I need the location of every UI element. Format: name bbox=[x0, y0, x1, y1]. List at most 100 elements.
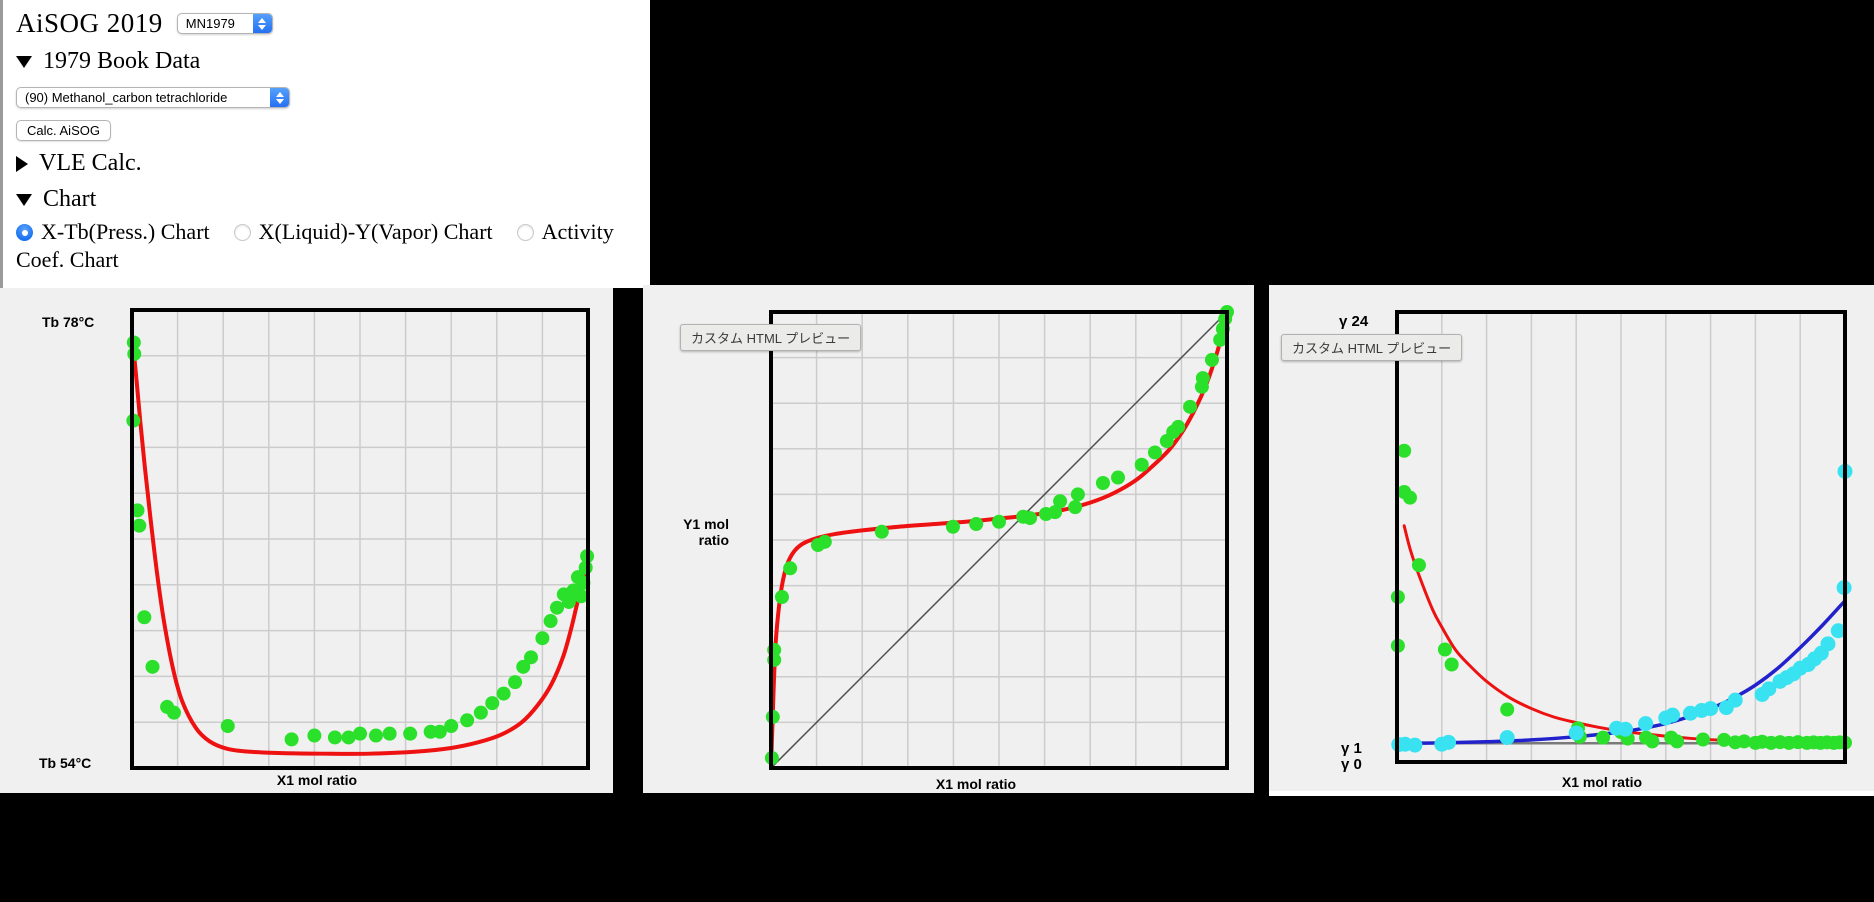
plot-border bbox=[769, 310, 1229, 770]
model-select[interactable]: MN1979 bbox=[176, 13, 273, 34]
title-row: AiSOG 2019 MN1979 bbox=[16, 8, 650, 39]
book-tb-data-point bbox=[535, 631, 550, 646]
book-xy-data-point bbox=[1134, 457, 1149, 472]
app-title: AiSOG 2019 bbox=[16, 8, 163, 38]
book-xy-data-point bbox=[945, 519, 960, 534]
xy-chart bbox=[764, 305, 1234, 770]
calc-button-row: Calc. AiSOG bbox=[16, 120, 650, 141]
section-book-data-label: 1979 Book Data bbox=[43, 48, 201, 74]
model-select-value: MN1979 bbox=[185, 16, 235, 31]
book-tb-data-point bbox=[341, 730, 356, 745]
gamma-zero-label: γ 0 bbox=[1341, 756, 1362, 773]
webview-tooltip: カスタム HTML プレビュー bbox=[680, 324, 862, 351]
plot-border bbox=[130, 308, 590, 770]
gamma2-data-point bbox=[1682, 705, 1698, 721]
x-axis-label: X1 mol ratio bbox=[1561, 774, 1643, 790]
plot-border bbox=[1395, 310, 1847, 764]
radio-activity-chart[interactable]: Activity Coef. Chart bbox=[16, 219, 614, 272]
y-max-label: Tb 78°C bbox=[42, 314, 95, 330]
book-xy-data-point bbox=[1195, 371, 1210, 386]
gamma2-data-point bbox=[1761, 681, 1777, 697]
gamma2-data-point bbox=[1441, 734, 1457, 750]
book-xy-data-point bbox=[1023, 511, 1038, 526]
section-vle-calc[interactable]: VLE Calc. bbox=[16, 150, 650, 177]
disclosure-expanded-icon[interactable] bbox=[16, 193, 32, 206]
activity-chart-panel: カスタム HTML プレビュー γ 24 γ 1 γ 0 X1 mol rati… bbox=[1269, 285, 1874, 796]
gamma-max-label: γ 24 bbox=[1339, 313, 1369, 330]
book-tb-data-point bbox=[549, 600, 564, 615]
gamma2-data-point bbox=[1568, 725, 1584, 741]
disclosure-expanded-icon[interactable] bbox=[16, 55, 32, 68]
gamma1-data-point bbox=[1717, 732, 1732, 747]
book-xy-data-point bbox=[1147, 445, 1162, 460]
section-book-data[interactable]: 1979 Book Data bbox=[16, 48, 650, 75]
book-tb-data-point bbox=[327, 730, 342, 745]
radio-xy-chart[interactable]: X(Liquid)-Y(Vapor) Chart bbox=[233, 219, 493, 244]
book-tb-data-point bbox=[220, 719, 235, 734]
system-select[interactable]: (90) Methanol_carbon tetrachloride bbox=[16, 87, 290, 108]
x-axis-label: X1 mol ratio bbox=[935, 776, 1017, 792]
activity-chart bbox=[1390, 310, 1853, 764]
panel-bottom-strip bbox=[1269, 791, 1874, 796]
book-tb-data-point bbox=[508, 675, 523, 690]
aisog-tb-curve bbox=[130, 334, 590, 756]
calc-aisog-button[interactable]: Calc. AiSOG bbox=[16, 120, 111, 141]
book-tb-data-point bbox=[473, 705, 488, 720]
book-tb-data-point bbox=[524, 650, 538, 665]
book-xy-data-point bbox=[874, 524, 889, 539]
gamma2-data-point bbox=[1820, 636, 1836, 652]
control-panel: AiSOG 2019 MN1979 1979 Book Data (90) Me… bbox=[0, 0, 650, 288]
gamma2-data-point bbox=[1830, 623, 1846, 639]
webview-tooltip: カスタム HTML プレビュー bbox=[1281, 334, 1463, 361]
gamma2-data-point bbox=[1703, 701, 1719, 717]
book-xy-data-point bbox=[783, 561, 798, 576]
disclosure-collapsed-icon[interactable] bbox=[16, 155, 28, 172]
book-tb-data-point bbox=[460, 713, 475, 728]
gamma2-data-point bbox=[1407, 737, 1423, 753]
book-tb-data-point bbox=[137, 610, 152, 625]
book-xy-data-point bbox=[1171, 419, 1186, 434]
radio-unselected-icon[interactable] bbox=[233, 224, 251, 241]
gamma1-data-point bbox=[1444, 657, 1459, 672]
book-xy-data-point bbox=[969, 517, 984, 532]
xy-chart-panel: カスタム HTML プレビュー Y1 mol ratio X1 mol rati… bbox=[643, 285, 1254, 793]
chart-type-radio-group: X-Tb(Press.) Chart X(Liquid)-Y(Vapor) Cha… bbox=[16, 218, 648, 274]
radio-selected-icon[interactable] bbox=[16, 224, 33, 241]
x-axis-label: X1 mol ratio bbox=[276, 772, 358, 788]
book-xy-data-point bbox=[1183, 399, 1198, 414]
book-xy-data-point bbox=[1070, 487, 1085, 502]
book-xy-data-point bbox=[817, 534, 832, 549]
book-tb-data-point bbox=[132, 518, 147, 533]
gamma1-data-point bbox=[1695, 732, 1710, 747]
gamma1-data-point bbox=[1645, 734, 1660, 749]
gamma1-data-point bbox=[1596, 730, 1611, 745]
gamma2-data-point bbox=[1499, 730, 1515, 746]
section-chart[interactable]: Chart bbox=[16, 186, 650, 213]
gamma1-data-point bbox=[1402, 490, 1417, 505]
book-tb-data-point bbox=[444, 719, 459, 734]
book-tb-data-point bbox=[382, 726, 397, 741]
book-tb-data-point bbox=[127, 346, 142, 361]
book-tb-data-point bbox=[166, 705, 181, 720]
book-xy-data-point bbox=[992, 514, 1006, 529]
system-select-row: (90) Methanol_carbon tetrachloride bbox=[16, 87, 650, 108]
radio-x-tb-label: X-Tb(Press.) Chart bbox=[41, 219, 210, 244]
book-tb-data-point bbox=[516, 659, 531, 674]
radio-unselected-icon[interactable] bbox=[516, 224, 534, 241]
gamma1-data-point bbox=[1397, 443, 1412, 458]
gamma2-data-point bbox=[1727, 692, 1743, 708]
book-xy-data-point bbox=[774, 590, 789, 604]
book-tb-data-point bbox=[284, 732, 299, 747]
book-xy-data-point bbox=[1048, 505, 1063, 520]
radio-x-tb-chart[interactable]: X-Tb(Press.) Chart bbox=[16, 219, 210, 244]
book-xy-data-point bbox=[1213, 332, 1228, 347]
system-select-value: (90) Methanol_carbon tetrachloride bbox=[25, 90, 228, 105]
book-xy-data-point bbox=[1111, 470, 1126, 485]
book-tb-data-point bbox=[574, 589, 589, 604]
book-xy-data-point bbox=[1053, 494, 1068, 509]
gamma1-curve bbox=[1402, 524, 1847, 745]
book-tb-data-point bbox=[485, 696, 500, 711]
book-tb-data-point bbox=[145, 659, 160, 674]
gamma1-data-point bbox=[1411, 558, 1426, 573]
